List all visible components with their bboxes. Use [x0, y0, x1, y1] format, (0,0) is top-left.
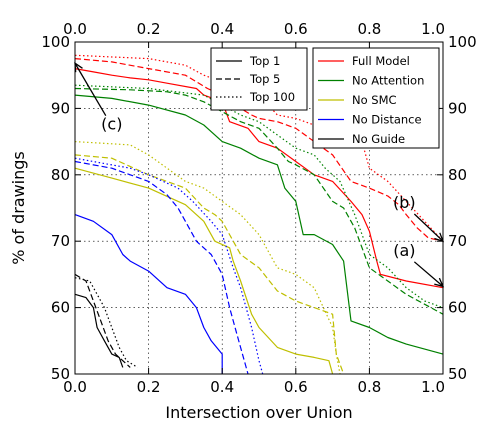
series-line-no-guide-top-5 [74, 273, 131, 368]
x-tick-label-bottom: 1.0 [421, 378, 445, 396]
x-tick-label-bottom: 0.4 [210, 378, 234, 396]
x-tick-label-bottom: 0.6 [284, 378, 308, 396]
series-line-full-model-top-1 [74, 68, 444, 289]
y-tick-label-right: 60 [448, 299, 467, 317]
legend-entry-label: No Guide [352, 132, 405, 146]
x-tick-label-top: 0.4 [210, 20, 234, 38]
series-line-no-distance-top-5 [74, 160, 249, 375]
y-tick-label-right: 70 [448, 232, 467, 250]
series-line-no-attention-top-1 [74, 94, 444, 355]
tick-labels: 0.00.00.20.20.40.40.60.60.80.81.01.050 50… [41, 20, 476, 396]
tick-marks [74, 41, 444, 375]
series-line-no-smc-top-1 [74, 167, 334, 375]
annotation-arrowhead [74, 61, 83, 73]
annotation-label: (b) [393, 193, 416, 212]
y-tick-label-left: 80 [51, 166, 70, 184]
plot-frame [74, 41, 444, 375]
x-tick-label-bottom: 0.0 [63, 378, 87, 396]
series-line-no-guide-top-100 [74, 277, 138, 368]
annotations: (a) (b) (c) [74, 61, 445, 288]
y-tick-label-left: 60 [51, 299, 70, 317]
y-tick-label-right: 80 [448, 166, 467, 184]
legend-line-styles: Top 1 Top 5 Top 100 [210, 47, 308, 111]
legend-entry-label: Full Model [352, 54, 410, 68]
series-line-no-smc-top-5 [74, 154, 345, 375]
y-tick-label-right: 100 [448, 33, 477, 51]
x-tick-label-top: 0.8 [357, 20, 381, 38]
series-line-full-model-top-5 [74, 58, 444, 242]
annotation-arrow [74, 62, 107, 116]
series-line-no-guide-top-1 [74, 293, 124, 368]
y-tick-label-right: 90 [448, 99, 467, 117]
y-tick-label-left: 90 [51, 99, 70, 117]
x-tick-label-bottom: 0.2 [137, 378, 161, 396]
x-tick-label-top: 0.2 [137, 20, 161, 38]
annotation-arrowhead [434, 232, 445, 243]
annotation-label: (c) [101, 115, 122, 134]
legend-models: Full Model No Attention No SMC No Distance N… [312, 47, 440, 149]
x-tick-label-top: 0.0 [63, 20, 87, 38]
x-tick-label-bottom: 0.8 [357, 378, 381, 396]
series-lines [74, 54, 444, 375]
y-tick-label-left: 70 [51, 232, 70, 250]
x-axis-label: Intersection over Union [165, 403, 352, 422]
legend-entry-label: Top 5 [249, 72, 280, 86]
legend-box [312, 47, 440, 149]
x-tick-label-top: 0.6 [284, 20, 308, 38]
series-line-no-distance-top-1 [74, 214, 223, 374]
legend-entry-label: No Distance [352, 113, 422, 127]
annotation-arrow [413, 261, 444, 287]
annotation-label: (a) [393, 241, 415, 260]
x-tick-label-top: 1.0 [421, 20, 445, 38]
annotation-arrowhead [434, 277, 445, 288]
y-tick-label-left: 100 [41, 33, 70, 51]
y-tick-label-right: 50 [448, 365, 467, 383]
legend-entry-label: No SMC [352, 93, 397, 107]
series-line-no-smc-top-100 [74, 141, 341, 375]
legend-entry-label: Top 1 [249, 54, 280, 68]
annotation-arrow [413, 213, 444, 242]
y-tick-label-left: 50 [51, 365, 70, 383]
legend-entry-label: Top 100 [249, 90, 295, 104]
series-line-no-distance-top-100 [74, 157, 264, 375]
series-line-no-attention-top-5 [74, 87, 444, 315]
y-axis-label: % of drawings [9, 151, 28, 265]
series-line-no-attention-top-100 [74, 84, 444, 309]
legend-entry-label: No Attention [352, 74, 424, 88]
